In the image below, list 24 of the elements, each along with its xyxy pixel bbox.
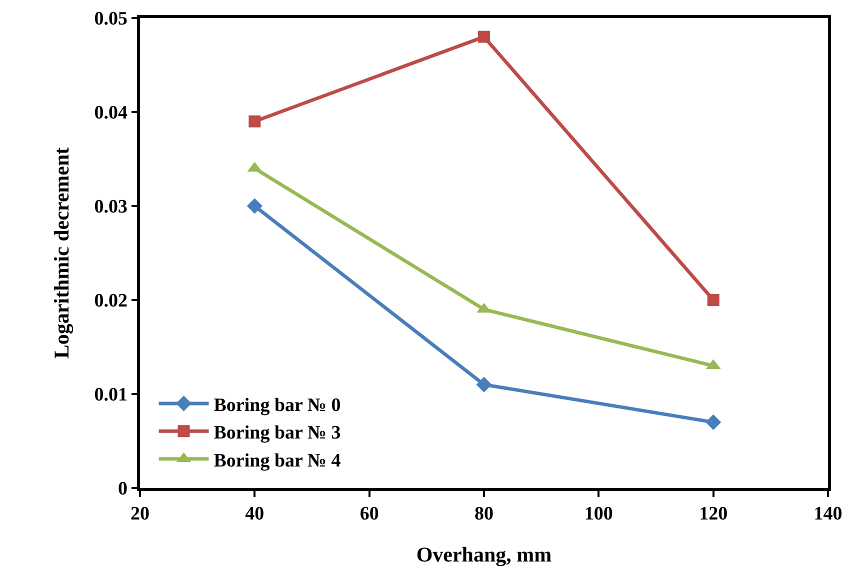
point	[706, 414, 722, 430]
point	[707, 294, 720, 306]
y-tick-label: 0.04	[94, 102, 128, 124]
point	[248, 115, 261, 128]
y-tick-label: 0	[118, 478, 128, 500]
y-tick-label: 0.05	[94, 8, 128, 30]
legend-label: Boring bar № 0	[214, 394, 341, 416]
x-tick-label: 60	[360, 504, 379, 525]
x-tick-label: 20	[130, 504, 150, 525]
y-tick-label: 0.02	[94, 290, 128, 312]
y-tick-label: 0.03	[94, 196, 128, 218]
x-tick-label: 140	[814, 504, 842, 525]
x-tick-label: 100	[584, 504, 613, 525]
x-axis-title: Overhang, mm	[416, 542, 552, 567]
x-tick-label: 120	[699, 504, 728, 525]
y-tick-label: 0.01	[94, 384, 128, 406]
point	[246, 198, 262, 214]
point	[478, 30, 490, 43]
point	[476, 376, 492, 392]
legend-label: Boring bar № 3	[214, 422, 341, 444]
x-tick-label: 40	[245, 504, 264, 525]
x-tick-label: 80	[474, 504, 494, 525]
legend-label: Boring bar № 4	[214, 450, 342, 472]
y-axis-title: Logarithmic decrement	[49, 147, 74, 359]
